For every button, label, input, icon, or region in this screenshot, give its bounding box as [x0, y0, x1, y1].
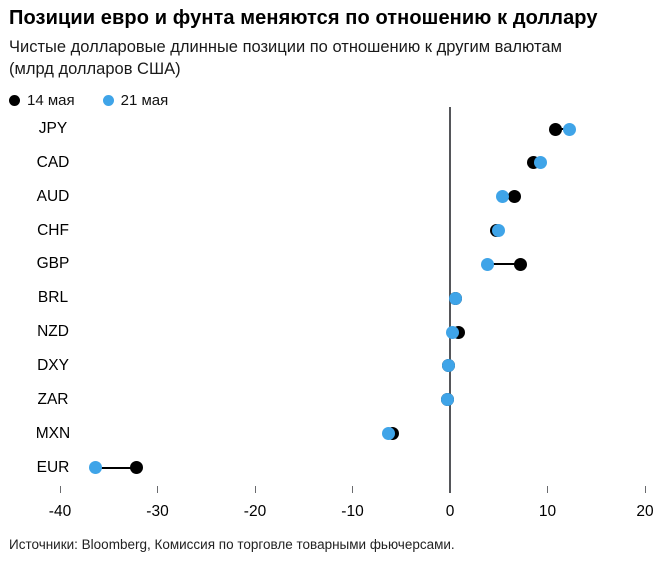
connector-line-eur	[95, 466, 137, 469]
x-axis-tick	[59, 486, 61, 493]
dot-21-may-zar	[440, 393, 454, 407]
dot-21-may-mxn	[382, 427, 396, 441]
x-axis-tick	[157, 486, 158, 493]
dot-14-may-aud	[507, 190, 521, 204]
chart-subtitle: Чистые долларовые длинные позиции по отн…	[9, 38, 562, 78]
x-axis-tick-label: 0	[445, 503, 455, 520]
legend-item-21-may: 21 мая	[102, 91, 169, 109]
x-axis-tick	[547, 486, 548, 493]
x-axis-tick	[254, 486, 256, 493]
dot-21-may-nzd	[446, 325, 460, 339]
x-axis-tick-label: -20	[243, 503, 267, 520]
category-label-chf: CHF	[37, 221, 69, 239]
chart-header: Позиции евро и фунта меняются по отношен…	[0, 0, 666, 109]
x-axis-tick	[352, 486, 353, 493]
chart-title: Позиции евро и фунта меняются по отношен…	[9, 7, 598, 29]
x-axis-tick-label: 10	[538, 503, 557, 520]
connector-line-gbp	[487, 263, 521, 266]
legend-dot-icon	[9, 94, 20, 106]
dot-21-may-cad	[534, 156, 548, 170]
x-axis-tick-label: -30	[146, 503, 169, 520]
category-label-aud: AUD	[36, 187, 70, 205]
category-label-jpy: JPY	[38, 120, 68, 137]
legend-item-14-may: 14 мая	[9, 92, 75, 109]
source-note: Источники: Bloomberg, Комиссия по торгов…	[9, 537, 455, 552]
x-axis-tick	[644, 486, 646, 493]
legend: 14 мая 21 мая	[9, 92, 656, 109]
legend-label: 21 мая	[120, 91, 169, 109]
plot-area: -40 -30 -20 -10 0 10 20 JPY CAD AUD CHF GBP BRL NZD DX…	[0, 105, 666, 530]
category-label-mxn: MXN	[35, 424, 71, 442]
dot-14-may-gbp	[513, 257, 527, 271]
dot-21-may-eur	[88, 461, 102, 474]
dot-21-may-brl	[449, 291, 463, 305]
category-label-zar: ZAR	[37, 390, 69, 408]
x-axis-tick-label: -10	[341, 503, 364, 520]
dot-21-may-chf	[492, 224, 506, 238]
dot-14-may-jpy	[548, 122, 562, 136]
category-label-nzd: NZD	[37, 323, 69, 341]
x-axis-tick-label: -40	[48, 503, 72, 520]
dot-21-may-gbp	[480, 257, 494, 271]
category-label-gbp: GBP	[36, 255, 70, 273]
legend-label: 14 мая	[27, 91, 75, 109]
dot-21-may-jpy	[563, 122, 577, 136]
category-label-cad: CAD	[36, 153, 70, 171]
dot-14-may-eur	[129, 461, 143, 474]
legend-dot-icon	[102, 94, 114, 106]
connector-line-jpy	[555, 128, 570, 130]
category-label-eur: EUR	[36, 458, 70, 476]
category-label-dxy: DXY	[37, 356, 69, 374]
x-axis-tick-label: 20	[636, 503, 654, 520]
category-label-brl: BRL	[37, 289, 69, 307]
dot-21-may-aud	[496, 190, 510, 204]
dot-21-may-dxy	[441, 359, 455, 373]
